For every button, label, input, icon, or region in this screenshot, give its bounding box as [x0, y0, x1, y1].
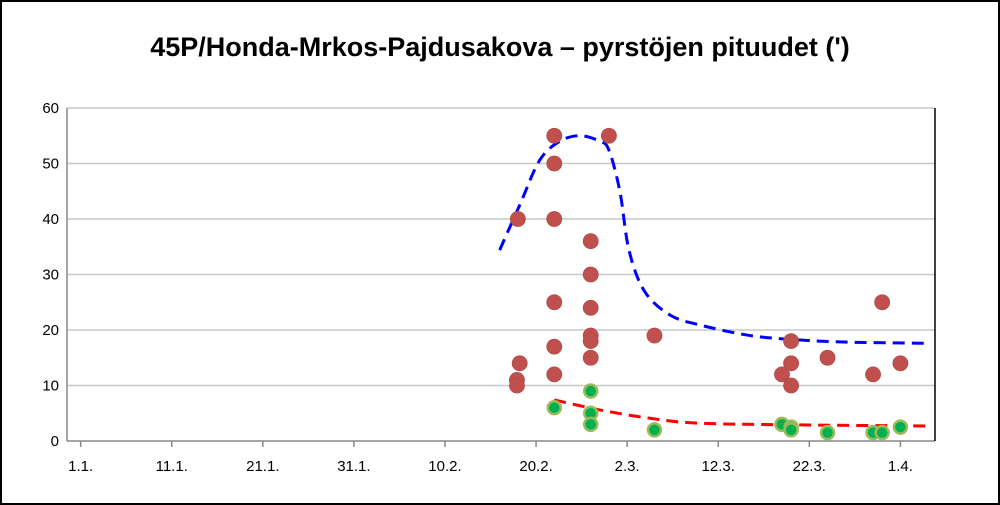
ion-tail-point	[509, 377, 525, 394]
trend-lines	[498, 134, 931, 428]
ion-tail-point	[546, 155, 563, 172]
y-tick-label: 60	[42, 100, 59, 117]
dust-trend-line	[553, 398, 931, 428]
ion-tail-point	[546, 211, 563, 227]
x-tick-label: 31.1.	[337, 458, 370, 475]
chart-title: 45P/Honda-Mrkos-Pajdusakova – pyrstöjen …	[150, 32, 850, 62]
ion-tail-point	[874, 294, 891, 311]
ion-tail-point	[646, 327, 663, 344]
y-tick-label: 20	[42, 322, 59, 339]
axes: 0 10 20 30 40 50 60 1.1. 11.1. 21.1. 31.1. 10.2. 20.…	[42, 100, 936, 475]
y-tick-label: 10	[42, 378, 59, 395]
ion-tail-point	[601, 127, 617, 144]
dust-tail-point	[892, 419, 909, 435]
ion-tail-point	[546, 366, 563, 383]
dust-tail-point	[819, 424, 836, 441]
ion-tail-point	[819, 349, 836, 366]
dust-tail-point	[546, 399, 563, 416]
x-tick-label: 1.4.	[888, 458, 913, 475]
x-tick-label: 22.3.	[793, 458, 826, 475]
dust-tail-point	[783, 422, 799, 438]
ion-tail-point	[546, 294, 563, 311]
x-tick-label: 11.1.	[156, 458, 188, 475]
ion-tail-point	[582, 349, 599, 366]
x-tick-label: 21.1.	[246, 458, 279, 475]
dust-tail-point	[646, 422, 663, 438]
ion-tail-point	[582, 266, 599, 283]
ion-tail-point	[865, 366, 881, 383]
x-tick-label: 10.2.	[428, 458, 461, 475]
ion-tail-point	[509, 211, 526, 227]
ion-tail-point	[892, 355, 909, 372]
x-tick-label: 1.1.	[68, 458, 93, 475]
ion-tail-point	[582, 333, 599, 350]
y-tick-label: 50	[42, 156, 59, 173]
dust-tail-point	[582, 416, 599, 433]
ion-tail-point	[783, 333, 799, 350]
ion-tail-point	[511, 355, 528, 372]
ion-tail-point	[546, 127, 563, 144]
y-tick-label: 40	[42, 211, 59, 228]
ion-tail-point	[582, 233, 599, 250]
ion-tail-point	[546, 338, 563, 355]
x-tick-label: 20.2.	[519, 458, 552, 475]
x-tick-label: 2.3.	[615, 458, 640, 475]
x-tick-label: 12.3.	[702, 458, 735, 475]
data-points	[509, 127, 909, 441]
dust-tail-point	[874, 424, 890, 441]
ion-tail-point	[783, 377, 799, 394]
y-tick-label: 30	[42, 267, 59, 284]
ion-trend-line	[498, 134, 931, 345]
ion-tail-point	[783, 355, 799, 372]
y-tick-label: 0	[51, 433, 59, 450]
ion-tail-point	[774, 366, 790, 383]
ion-tail-point	[582, 299, 599, 316]
dust-tail-point	[582, 383, 599, 399]
